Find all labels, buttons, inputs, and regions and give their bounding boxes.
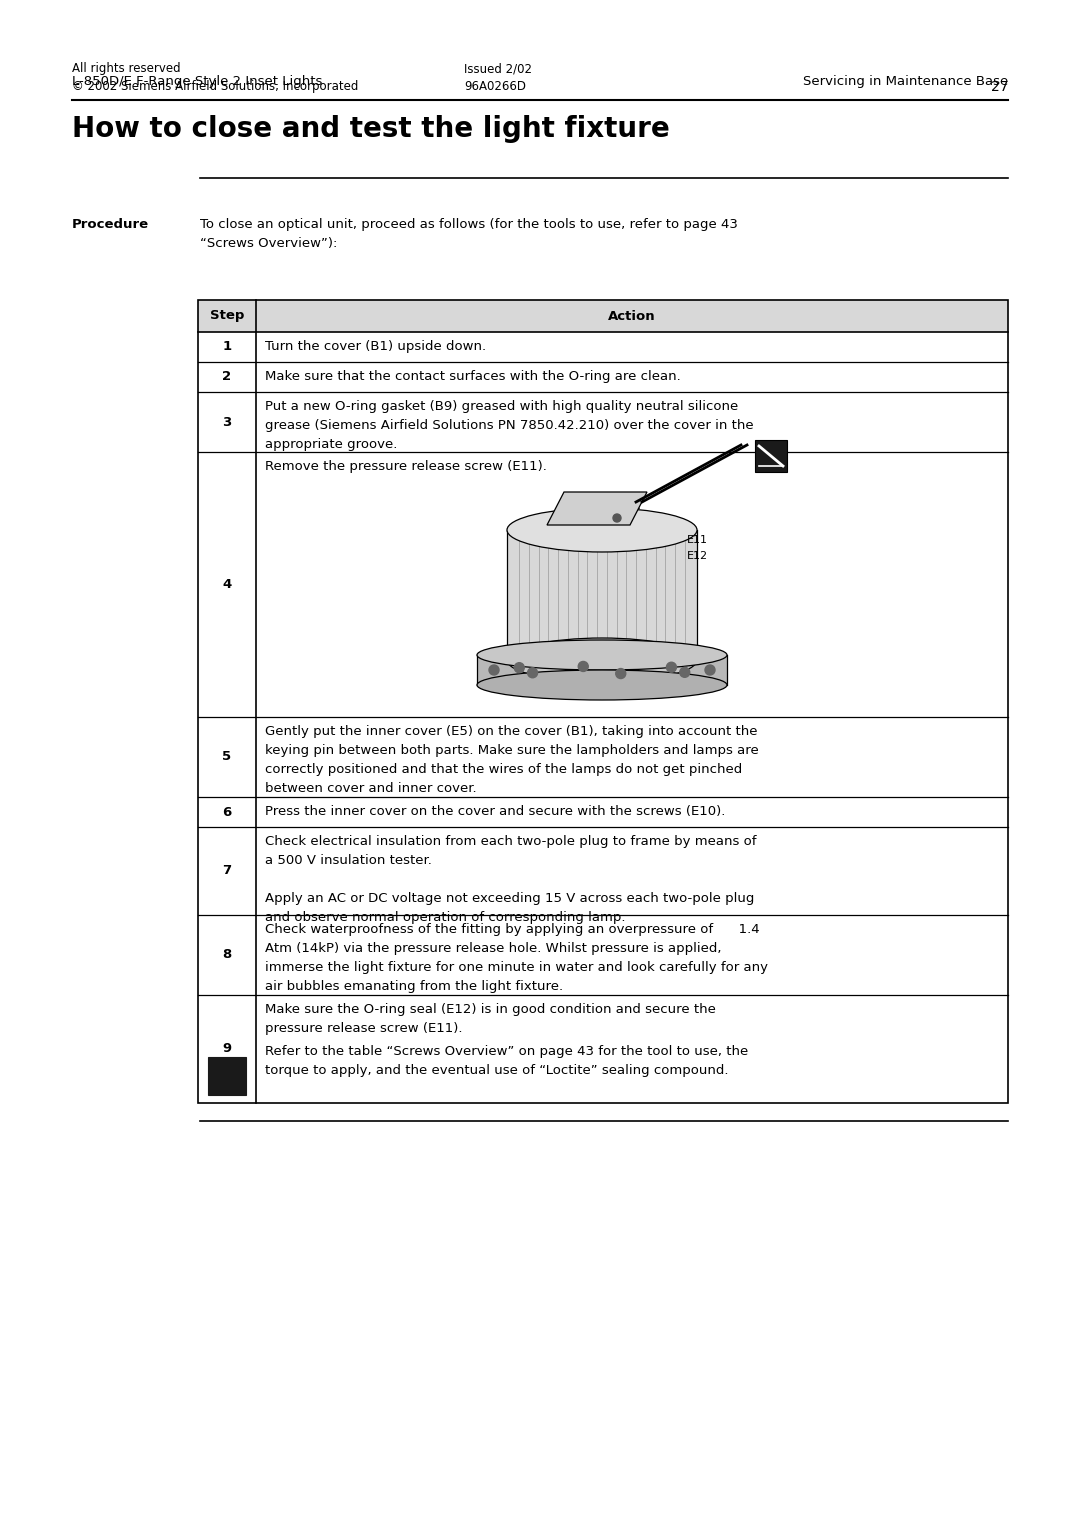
Ellipse shape	[477, 640, 727, 669]
Text: © 2002 Siemens Airfield Solutions, Incorporated: © 2002 Siemens Airfield Solutions, Incor…	[72, 79, 359, 93]
Text: Action: Action	[608, 310, 656, 322]
Text: How to close and test the light fixture: How to close and test the light fixture	[72, 115, 670, 144]
Circle shape	[666, 662, 676, 672]
Text: L-850D/E F-Range Style 2 Inset Lights: L-850D/E F-Range Style 2 Inset Lights	[72, 75, 322, 89]
Circle shape	[616, 669, 625, 678]
Text: 3: 3	[222, 416, 231, 428]
Bar	[755, 440, 787, 472]
Text: Make sure the O-ring seal (E12) is in good condition and secure the
pressure rel: Make sure the O-ring seal (E12) is in go…	[265, 1002, 716, 1034]
Text: 8: 8	[222, 949, 231, 961]
Text: 1: 1	[222, 341, 231, 353]
Ellipse shape	[507, 639, 697, 681]
Text: Turn the cover (B1) upside down.: Turn the cover (B1) upside down.	[265, 341, 486, 353]
Text: Check waterproofness of the fitting by applying an overpressure of      1.4
Atm : Check waterproofness of the fitting by a…	[265, 923, 768, 993]
Bar	[477, 656, 727, 685]
Circle shape	[527, 668, 538, 678]
Text: 5: 5	[222, 750, 231, 764]
Text: E12: E12	[687, 552, 708, 561]
Text: 27: 27	[990, 79, 1008, 95]
Text: Press the inner cover on the cover and secure with the screws (E10).: Press the inner cover on the cover and s…	[265, 805, 726, 817]
Bar	[198, 299, 1008, 1103]
Circle shape	[514, 663, 524, 672]
Text: Check electrical insulation from each two-pole plug to frame by means of
a 500 V: Check electrical insulation from each tw…	[265, 834, 756, 924]
Text: Gently put the inner cover (E5) on the cover (B1), taking into account the
keyin: Gently put the inner cover (E5) on the c…	[265, 724, 759, 795]
Text: All rights reserved: All rights reserved	[72, 63, 180, 75]
Text: Servicing in Maintenance Base: Servicing in Maintenance Base	[802, 75, 1008, 89]
Text: Make sure that the contact surfaces with the O-ring are clean.: Make sure that the contact surfaces with…	[265, 370, 680, 384]
Text: 2: 2	[222, 370, 231, 384]
Ellipse shape	[507, 507, 697, 552]
Text: Refer to the table “Screws Overview” on page 43 for the tool to use, the
torque : Refer to the table “Screws Overview” on …	[265, 1045, 748, 1077]
Text: Issued 2/02: Issued 2/02	[464, 63, 532, 75]
Circle shape	[705, 665, 715, 675]
Polygon shape	[546, 492, 647, 526]
Circle shape	[679, 668, 690, 677]
Circle shape	[578, 662, 589, 671]
Text: 9: 9	[222, 1042, 231, 1056]
Text: Step: Step	[210, 310, 244, 322]
Text: To close an optical unit, proceed as follows (for the tools to use, refer to pag: To close an optical unit, proceed as fol…	[200, 219, 738, 251]
Text: E11: E11	[687, 535, 708, 545]
Bar	[208, 1057, 246, 1096]
Circle shape	[489, 665, 499, 675]
Text: Remove the pressure release screw (E11).: Remove the pressure release screw (E11).	[265, 460, 546, 474]
Text: Procedure: Procedure	[72, 219, 149, 231]
Text: 96A0266D: 96A0266D	[464, 79, 526, 93]
Circle shape	[613, 513, 621, 523]
Text: 6: 6	[222, 805, 231, 819]
Bar	[507, 530, 697, 660]
Text: 7: 7	[222, 865, 231, 877]
Ellipse shape	[477, 669, 727, 700]
Text: 4: 4	[222, 578, 231, 591]
Bar	[198, 299, 1008, 332]
Text: Put a new O-ring gasket (B9) greased with high quality neutral silicone
grease (: Put a new O-ring gasket (B9) greased wit…	[265, 400, 754, 451]
